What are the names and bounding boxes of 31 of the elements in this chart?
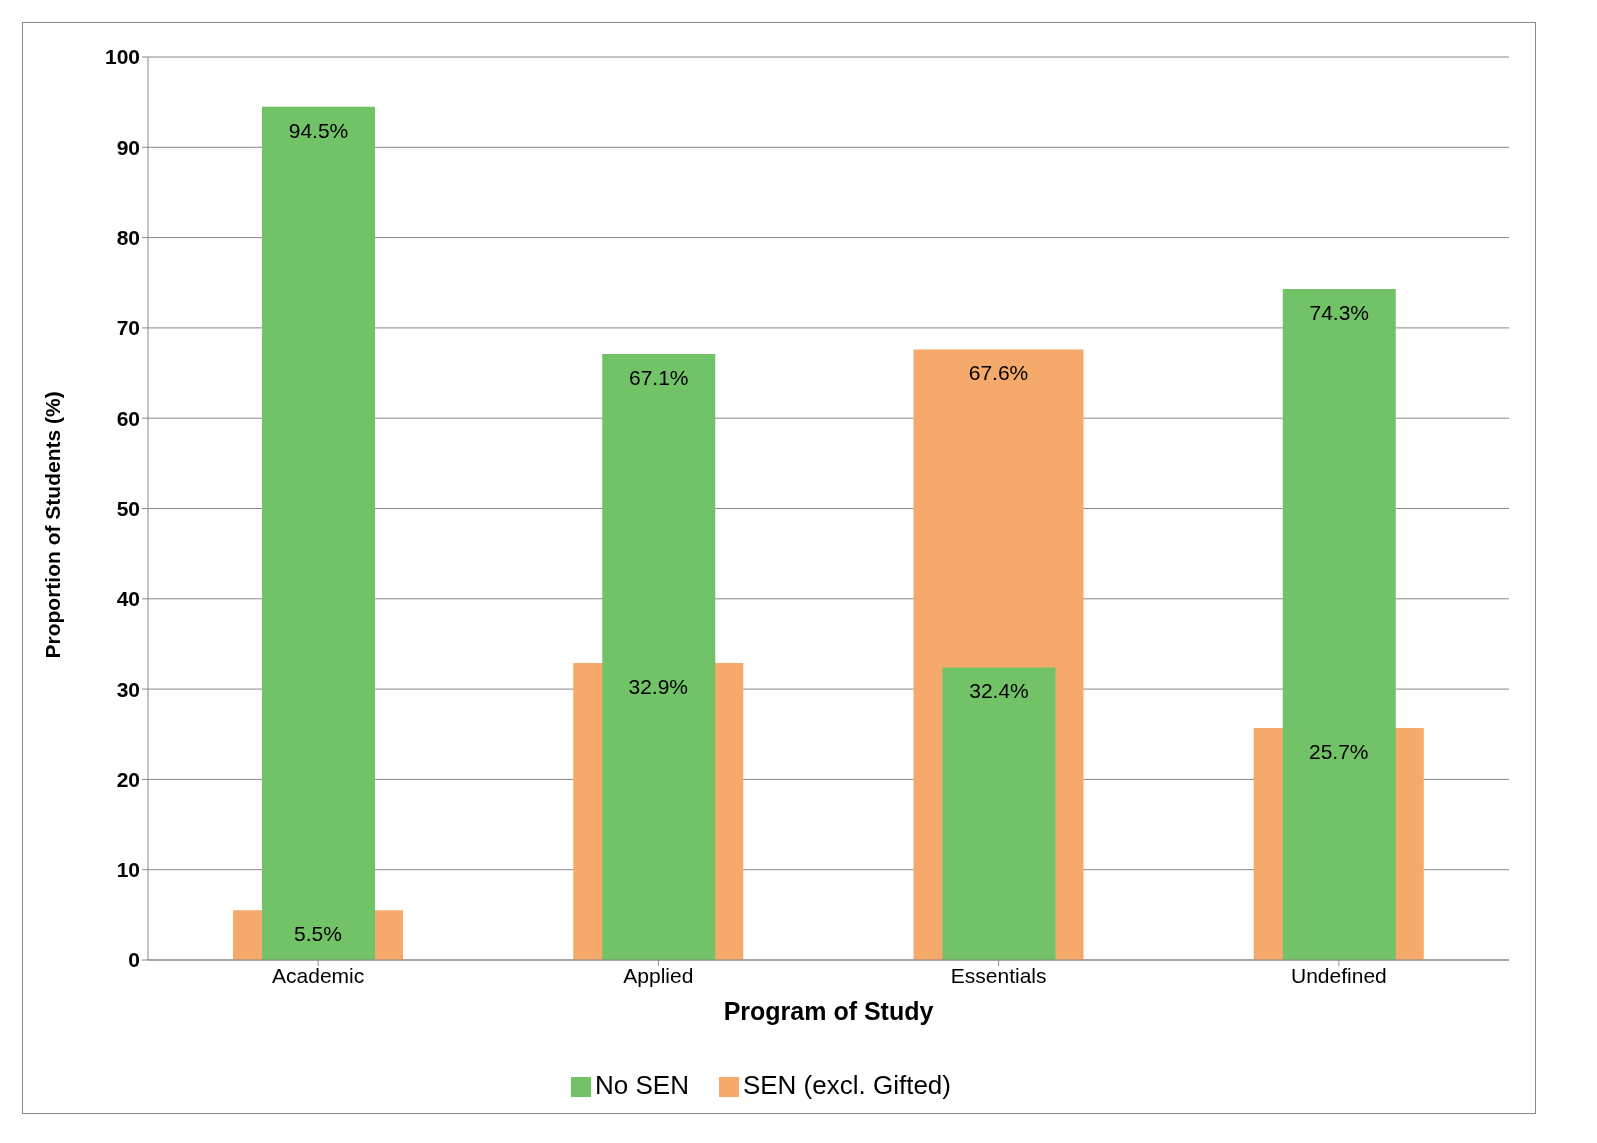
data-label: 67.6% bbox=[968, 361, 1029, 385]
y-tick-label: 30 bbox=[116, 677, 140, 701]
x-tick-label: Academic bbox=[272, 963, 365, 987]
x-tick-label: Applied bbox=[623, 963, 694, 987]
data-label: 32.9% bbox=[628, 674, 689, 698]
legend-label: SEN (excl. Gifted) bbox=[742, 1070, 951, 1100]
data-label: 25.7% bbox=[1308, 739, 1369, 763]
y-tick-label: 10 bbox=[116, 858, 140, 882]
data-label: 74.3% bbox=[1309, 300, 1370, 324]
x-axis-title: Program of Study bbox=[723, 997, 934, 1025]
y-tick-label: 40 bbox=[116, 587, 140, 611]
data-label: 67.1% bbox=[628, 366, 689, 389]
y-tick-label: 0 bbox=[128, 948, 140, 972]
y-tick-label: 100 bbox=[104, 45, 140, 69]
legend-label: No SEN bbox=[595, 1070, 689, 1100]
bar bbox=[1282, 289, 1396, 960]
x-tick-label: Essentials bbox=[950, 963, 1047, 987]
bar bbox=[262, 106, 375, 960]
y-tick-label: 50 bbox=[116, 496, 140, 520]
x-tick-label: Undefined bbox=[1291, 963, 1387, 987]
y-tick-label: 80 bbox=[116, 226, 140, 250]
y-tick-label: 90 bbox=[116, 135, 140, 159]
bar bbox=[942, 667, 1056, 960]
y-tick-label: 70 bbox=[116, 316, 140, 340]
y-axis-title: Proportion of Students (%) bbox=[41, 391, 65, 659]
data-label: 32.4% bbox=[969, 679, 1029, 703]
y-tick-label: 60 bbox=[116, 406, 140, 430]
y-tick-label: 20 bbox=[116, 767, 140, 791]
data-label: 5.5% bbox=[294, 922, 342, 946]
data-label: 94.5% bbox=[288, 118, 349, 142]
bar bbox=[602, 354, 716, 960]
